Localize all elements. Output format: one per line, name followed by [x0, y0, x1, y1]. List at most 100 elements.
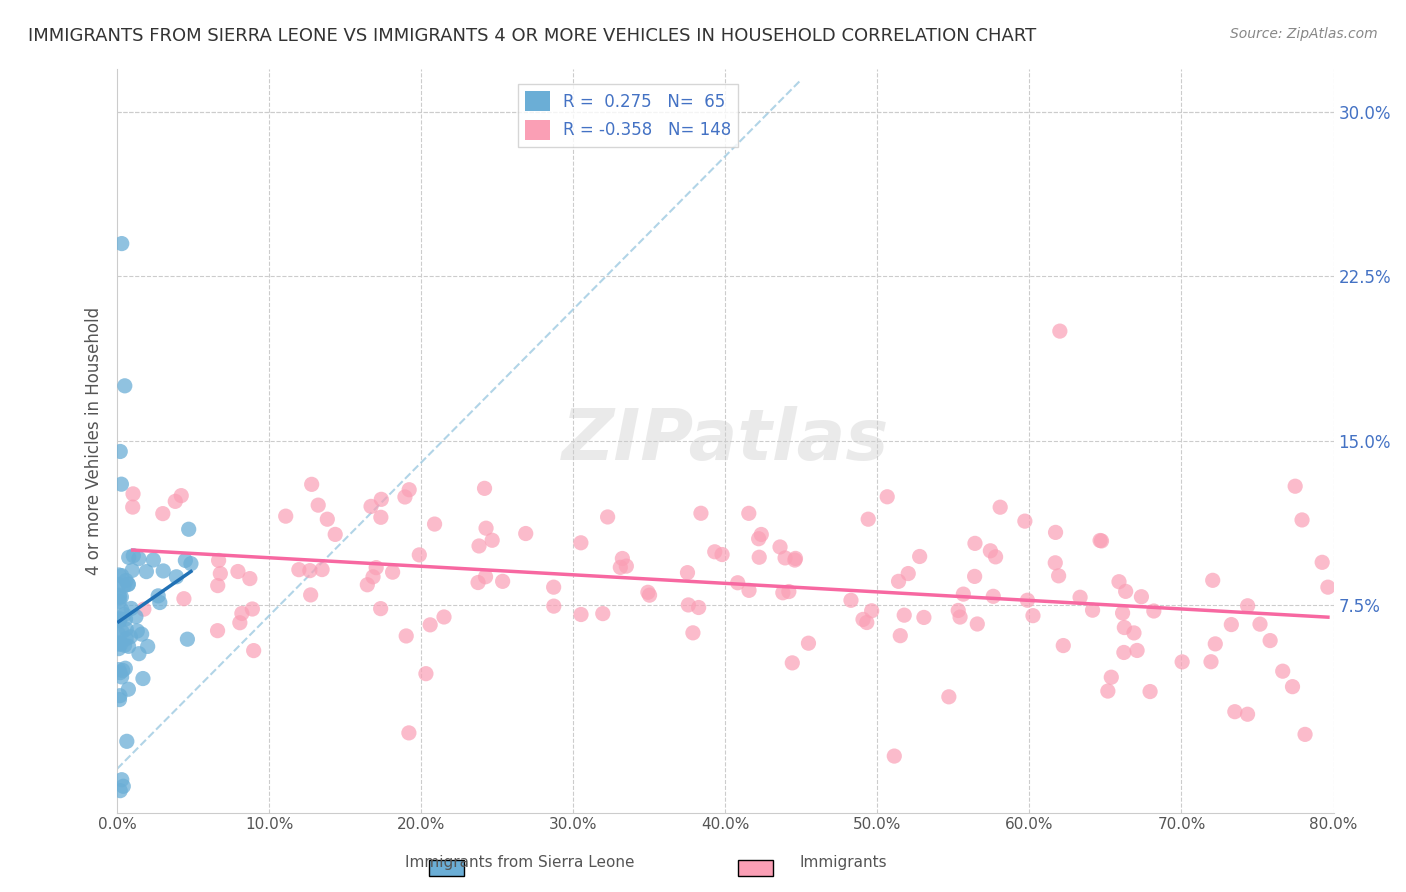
Immigrants from Sierra Leone: [180, 557, 202, 571]
Immigrants from Sierra Leone: [135, 565, 157, 579]
Immigrants: [1199, 655, 1222, 669]
Immigrants: [1284, 479, 1306, 493]
Immigrants: [1081, 603, 1104, 617]
Immigrants: [772, 586, 794, 600]
Immigrants: [748, 550, 770, 565]
Immigrants from Sierra Leone: [112, 579, 135, 593]
Immigrants from Sierra Leone: [148, 589, 170, 603]
Immigrants: [738, 583, 761, 598]
Immigrants from Sierra Leone: [107, 641, 129, 656]
Immigrants: [242, 643, 264, 657]
Immigrants: [638, 588, 661, 602]
Immigrants from Sierra Leone: [117, 682, 139, 697]
Immigrants from Sierra Leone: [117, 577, 139, 591]
Immigrants: [839, 593, 862, 607]
Immigrants: [596, 510, 619, 524]
Immigrants: [370, 510, 392, 524]
Immigrants from Sierra Leone: [107, 636, 129, 650]
Immigrants: [170, 489, 193, 503]
Immigrants: [323, 527, 346, 541]
Immigrants: [1271, 664, 1294, 678]
Immigrants: [1112, 645, 1135, 659]
Immigrants: [307, 498, 329, 512]
Immigrants from Sierra Leone: [115, 734, 138, 748]
Immigrants from Sierra Leone: [152, 564, 174, 578]
Immigrants: [231, 607, 253, 621]
Immigrants: [1045, 525, 1067, 540]
Immigrants: [614, 559, 637, 574]
Immigrants: [1204, 637, 1226, 651]
Immigrants: [1069, 591, 1091, 605]
Immigrants: [778, 584, 800, 599]
Immigrants from Sierra Leone: [110, 670, 132, 684]
Legend: R =  0.275   N=  65, R = -0.358   N= 148: R = 0.275 N= 65, R = -0.358 N= 148: [517, 84, 738, 146]
Immigrants: [1139, 684, 1161, 698]
Immigrants: [637, 585, 659, 599]
Immigrants: [474, 481, 496, 495]
Immigrants: [908, 549, 931, 564]
Immigrants: [1249, 617, 1271, 632]
Immigrants: [897, 566, 920, 581]
Immigrants: [893, 608, 915, 623]
Text: IMMIGRANTS FROM SIERRA LEONE VS IMMIGRANTS 4 OR MORE VEHICLES IN HOUSEHOLD CORRE: IMMIGRANTS FROM SIERRA LEONE VS IMMIGRAN…: [28, 27, 1036, 45]
Immigrants: [852, 612, 875, 626]
Immigrants from Sierra Leone: [108, 613, 131, 627]
Immigrants: [370, 492, 392, 507]
Immigrants: [316, 512, 339, 526]
Immigrants from Sierra Leone: [121, 563, 143, 577]
Immigrants: [682, 625, 704, 640]
Immigrants: [1123, 626, 1146, 640]
Immigrants: [769, 540, 792, 554]
Immigrants from Sierra Leone: [132, 672, 155, 686]
Immigrants: [678, 598, 700, 612]
Immigrants: [173, 591, 195, 606]
Immigrants from Sierra Leone: [112, 779, 135, 793]
Immigrants: [949, 610, 972, 624]
Immigrants from Sierra Leone: [110, 637, 132, 651]
Immigrants: [298, 564, 321, 578]
Immigrants: [773, 550, 796, 565]
Immigrants: [856, 512, 879, 526]
Immigrants from Sierra Leone: [110, 602, 132, 616]
Immigrants: [226, 565, 249, 579]
Immigrants: [1114, 621, 1136, 635]
Immigrants: [1097, 684, 1119, 698]
Immigrants from Sierra Leone: [142, 553, 165, 567]
Immigrants: [979, 543, 1001, 558]
Immigrants: [1316, 580, 1339, 594]
Immigrants: [988, 500, 1011, 515]
Immigrants: [963, 569, 986, 583]
Immigrants: [1236, 707, 1258, 722]
Immigrants from Sierra Leone: [118, 550, 141, 565]
Immigrants from Sierra Leone: [115, 632, 138, 646]
Immigrants: [1049, 324, 1071, 338]
Immigrants: [360, 500, 382, 514]
Immigrants: [415, 666, 437, 681]
Immigrants from Sierra Leone: [107, 627, 129, 641]
Immigrants from Sierra Leone: [114, 612, 136, 626]
Immigrants: [122, 487, 145, 501]
Immigrants: [738, 506, 761, 520]
Immigrants: [1126, 643, 1149, 657]
Immigrants from Sierra Leone: [111, 568, 134, 582]
Immigrants: [481, 533, 503, 548]
Text: Source: ZipAtlas.com: Source: ZipAtlas.com: [1230, 27, 1378, 41]
Immigrants: [963, 536, 986, 550]
Immigrants: [1294, 727, 1316, 741]
Immigrants: [1223, 705, 1246, 719]
Immigrants: [299, 588, 322, 602]
Immigrants from Sierra Leone: [107, 577, 129, 591]
Immigrants: [749, 527, 772, 541]
Immigrants from Sierra Leone: [107, 637, 129, 651]
Immigrants from Sierra Leone: [136, 640, 159, 654]
Immigrants: [433, 610, 456, 624]
Immigrants from Sierra Leone: [110, 590, 132, 604]
Immigrants: [688, 600, 710, 615]
Immigrants from Sierra Leone: [125, 609, 148, 624]
Immigrants: [948, 603, 970, 617]
Immigrants: [121, 500, 143, 514]
Immigrants: [395, 629, 418, 643]
Immigrants from Sierra Leone: [149, 595, 172, 609]
Immigrants: [356, 578, 378, 592]
Immigrants: [274, 509, 297, 524]
